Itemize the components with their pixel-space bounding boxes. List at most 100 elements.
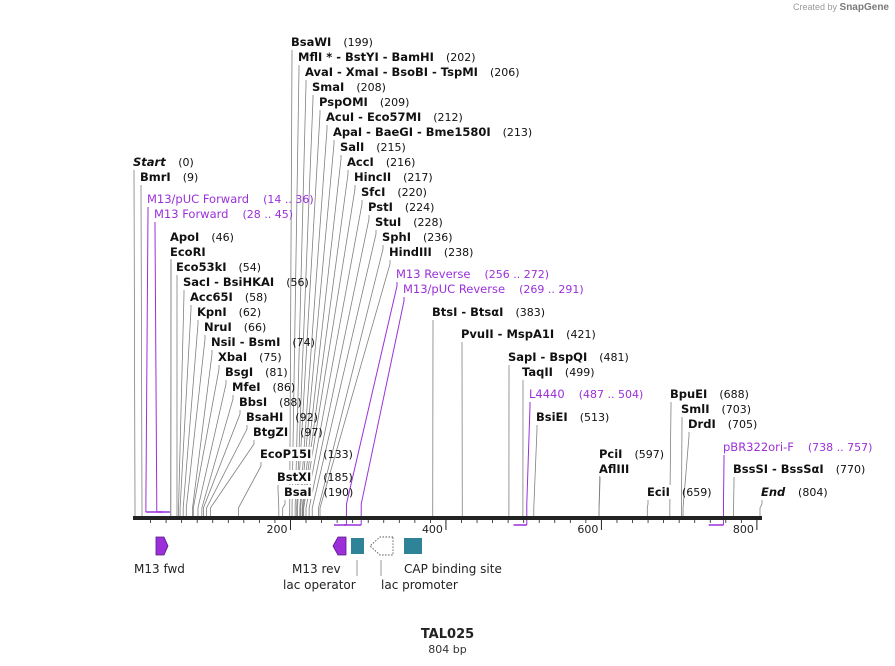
site-label-bpuei[interactable]: BpuEI (670, 387, 707, 401)
site-label-bsai[interactable]: BsaI (284, 485, 312, 499)
site-label-apai-baegi-bme1580i[interactable]: ApaI - BaeGI - Bme1580I (333, 125, 491, 139)
site-label-bg (231, 380, 262, 394)
site-leader-bstxi (277, 485, 280, 518)
site-position-bbsi: (88) (279, 396, 302, 409)
site-label-bg (339, 140, 366, 154)
primer-label-l4440[interactable]: L4440 (529, 387, 565, 401)
site-label-acci[interactable]: AccI (347, 155, 374, 169)
site-label-bg (381, 230, 412, 244)
primer-label-m13-reverse[interactable]: M13 Reverse (396, 267, 470, 281)
site-label-bg (318, 95, 369, 109)
site-label-nsii-bsmi[interactable]: NsiI - BsmI (211, 335, 280, 349)
site-position-sphi: (236) (423, 231, 453, 244)
site-position-sapi-bspqi: (481) (599, 351, 629, 364)
site-label-psti[interactable]: PstI (368, 200, 393, 214)
site-label-bg (203, 320, 233, 334)
site-label-taqii[interactable]: TaqII (522, 365, 553, 379)
site-label-ecii[interactable]: EciI (647, 485, 670, 499)
site-leader-bpuei (669, 402, 672, 518)
primer-range-m13-forward: (28 .. 45) (242, 208, 293, 221)
site-label-drdi[interactable]: DrdI (688, 417, 716, 431)
site-leader-bsawi (289, 50, 293, 518)
site-position-bmri: (9) (183, 171, 199, 184)
site-leader-mfli-bstyi-bamhi (291, 65, 300, 518)
leader-lines (133, 50, 763, 526)
site-label-bg (276, 470, 313, 484)
site-label-acui-eco57mi[interactable]: AcuI - Eco57MI (326, 110, 421, 124)
m13-rev-arrow[interactable] (332, 536, 347, 556)
site-position-acui-eco57mi: (212) (433, 111, 463, 124)
primer-label-m13-forward[interactable]: M13 Forward (154, 207, 228, 221)
site-label-smli[interactable]: SmlI (681, 402, 710, 416)
site-label-acc65i[interactable]: Acc65I (190, 290, 233, 304)
site-leader-sfci (305, 200, 363, 518)
primer-label-m13-puc-reverse[interactable]: M13/pUC Reverse (403, 282, 505, 296)
site-leader-bsahi (206, 425, 248, 518)
site-label-pcii[interactable]: PciI (599, 447, 622, 461)
primer-label-m13-puc-forward[interactable]: M13/pUC Forward (147, 192, 249, 206)
primer-label-pbr322ori-f[interactable]: pBR322ori-F (723, 440, 794, 454)
site-label-hincii[interactable]: HincII (354, 170, 391, 184)
ruler-tick-label: 600 (577, 523, 598, 536)
site-label-btsi-bts-i[interactable]: BtsI - BtsαI (432, 305, 503, 319)
site-position-bsgi: (81) (265, 366, 288, 379)
site-label-bsawi[interactable]: BsaWI (291, 35, 331, 49)
site-label-end[interactable]: End (761, 485, 786, 499)
m13-fwd-arrow[interactable] (155, 536, 169, 556)
site-leader-sphi (318, 245, 384, 518)
cap-binding-site-box[interactable] (404, 538, 422, 554)
primer-label-bg (402, 282, 507, 296)
site-label-bstxi[interactable]: BstXI (277, 470, 311, 484)
site-label-bg (535, 410, 569, 424)
site-leader-mfei (201, 395, 234, 518)
site-position-hindiii: (238) (444, 246, 474, 259)
site-label-smai[interactable]: SmaI (312, 80, 344, 94)
primer-connector-m13-reverse (345, 282, 398, 525)
site-label-stui[interactable]: StuI (375, 215, 401, 229)
primer-range-l4440: (487 .. 504) (579, 388, 644, 401)
site-label-sapi-bspqi[interactable]: SapI - BspQI (508, 350, 587, 364)
site-leader-kpni (182, 320, 199, 518)
site-label-apoi[interactable]: ApoI (170, 230, 199, 244)
site-label-sfci[interactable]: SfcI (361, 185, 385, 199)
site-label-kpni[interactable]: KpnI (197, 305, 227, 319)
site-label-eco53ki[interactable]: Eco53kI (176, 260, 227, 274)
site-leader-acui-eco57mi (299, 125, 328, 518)
site-label-avai-xmai-bsobi-tspmi[interactable]: AvaI - XmaI - BsoBI - TspMI (305, 65, 478, 79)
site-label-afliii[interactable]: AflIII (599, 462, 629, 476)
site-label-start[interactable]: Start (133, 155, 166, 169)
site-label-mfli-bstyi-bamhi[interactable]: MflI * - BstYI - BamHI (298, 50, 434, 64)
lac-operator-box[interactable] (351, 538, 364, 554)
site-label-saci-bsihkai[interactable]: SacI - BsiHKAI (183, 275, 274, 289)
site-label-mfei[interactable]: MfeI (232, 380, 261, 394)
site-label-btgzi[interactable]: BtgZI (253, 425, 288, 439)
lac-promoter-arrow[interactable] (369, 536, 394, 556)
site-label-pvuii-mspa1i[interactable]: PvuII - MspA1I (461, 327, 554, 341)
primer-label-bg (153, 207, 230, 221)
site-label-sphi[interactable]: SphI (382, 230, 411, 244)
primer-connector-pbr322ori-f (722, 455, 725, 525)
site-label-hindiii[interactable]: HindIII (389, 245, 432, 259)
site-label-bsssi-bsss-i[interactable]: BssSI - BssSαI (733, 462, 824, 476)
site-label-bg (217, 350, 249, 364)
site-label-xbai[interactable]: XbaI (218, 350, 247, 364)
site-label-bsgi[interactable]: BsgI (225, 365, 253, 379)
primer-connector-l4440 (526, 402, 531, 525)
site-position-mfei: (86) (273, 381, 296, 394)
site-position-apai-baegi-bme1580i: (213) (503, 126, 533, 139)
site-label-bbsi[interactable]: BbsI (239, 395, 267, 409)
site-label-bsiei[interactable]: BsiEI (536, 410, 568, 424)
site-leader-bmri (140, 185, 143, 518)
site-label-ecop15i[interactable]: EcoP15I (260, 447, 311, 461)
site-label-bmri[interactable]: BmrI (140, 170, 171, 184)
site-label-nrui[interactable]: NruI (204, 320, 232, 334)
primer-connector-m13-puc-reverse (360, 297, 405, 525)
site-label-pspomi[interactable]: PspOMI (319, 95, 368, 109)
site-position-bsai: (190) (324, 486, 354, 499)
feature-label-lac-operator: lac operator (283, 578, 356, 592)
site-label-ecori[interactable]: EcoRI (170, 245, 206, 259)
site-label-bsahi[interactable]: BsaHI (246, 410, 283, 424)
site-position-ecii: (659) (682, 486, 712, 499)
site-label-sali[interactable]: SalI (340, 140, 364, 154)
